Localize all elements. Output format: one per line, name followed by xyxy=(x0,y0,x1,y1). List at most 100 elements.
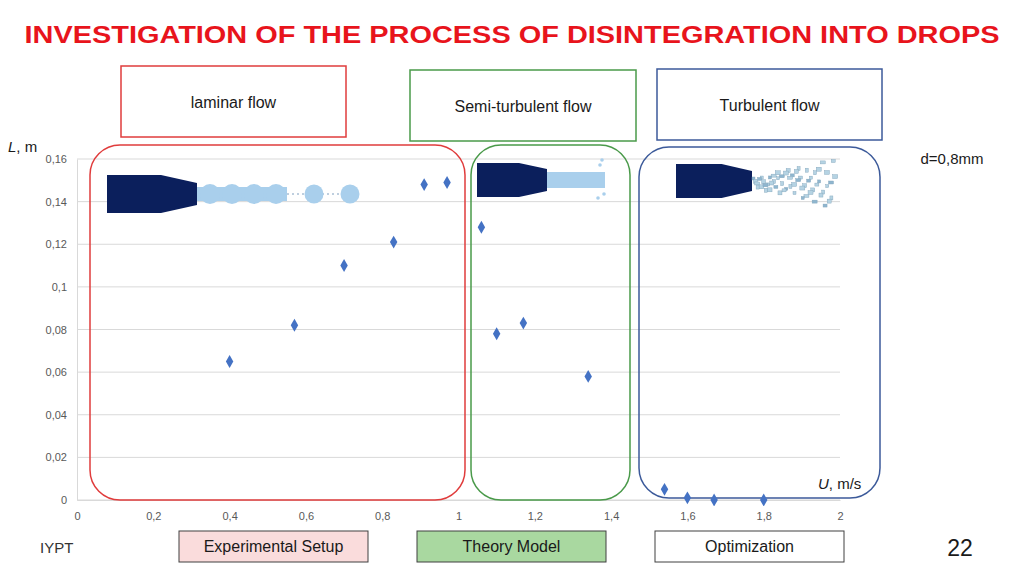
region-label: Semi-turbulent flow xyxy=(455,98,592,115)
spray-drop xyxy=(775,171,780,175)
x-tick: 0,2 xyxy=(146,500,161,522)
spray-drop xyxy=(824,170,829,174)
point xyxy=(661,483,668,496)
spray-drop xyxy=(782,189,786,192)
y-axis-title: L, m xyxy=(8,138,37,155)
spray-drop xyxy=(768,176,771,179)
y-tick: 0,02 xyxy=(46,451,77,463)
spray-drop xyxy=(816,167,821,171)
spray-drop xyxy=(809,176,812,179)
region-frame xyxy=(90,145,465,500)
spray-drop xyxy=(793,192,796,195)
x-tick-label: 0,4 xyxy=(222,510,237,522)
x-tick-label: 0,6 xyxy=(299,510,314,522)
spray-drop xyxy=(829,181,834,184)
point xyxy=(493,327,500,340)
spray-drop xyxy=(762,180,766,184)
droplet xyxy=(266,184,286,204)
y-axis-line xyxy=(77,160,78,501)
nav-button[interactable] xyxy=(417,531,606,562)
spray-drop xyxy=(805,168,808,172)
point xyxy=(340,259,347,272)
spray-drop xyxy=(819,193,823,197)
y-tick-label: 0,16 xyxy=(46,153,67,165)
spray-drop xyxy=(755,182,760,185)
droplet xyxy=(222,184,242,204)
y-tick-label: 0,14 xyxy=(46,196,67,208)
spray-drop xyxy=(794,169,798,173)
nozzle xyxy=(676,164,752,198)
droplet xyxy=(244,184,264,204)
grid-line xyxy=(77,372,840,373)
y-tick-label: 0,04 xyxy=(46,409,67,421)
spray-drop xyxy=(757,177,761,180)
x-tick: 1,2 xyxy=(528,500,543,522)
y-tick: 0,06 xyxy=(46,366,77,378)
spray-drop xyxy=(823,204,827,207)
spray-drop xyxy=(818,180,821,183)
nav-button-label[interactable]: Optimization xyxy=(705,538,794,555)
spray-drop xyxy=(788,176,793,179)
grid xyxy=(77,159,840,500)
point xyxy=(291,319,298,332)
x-tick-label: 0 xyxy=(74,510,80,522)
spray-drop xyxy=(792,182,797,186)
point xyxy=(520,317,527,330)
spray-drop xyxy=(804,194,809,197)
point xyxy=(684,491,691,504)
y-tick: 0,04 xyxy=(46,409,77,421)
spray-drop xyxy=(827,199,831,203)
points xyxy=(226,176,768,506)
spray-drop xyxy=(808,191,813,195)
nozzle xyxy=(107,175,197,213)
nav-button[interactable] xyxy=(179,531,368,562)
spray-drop xyxy=(770,181,774,185)
nav-button[interactable] xyxy=(655,531,844,562)
droplet xyxy=(600,158,604,162)
y-tick: 0,14 xyxy=(46,196,77,208)
y-tick-label: 0,06 xyxy=(46,366,67,378)
nav-button-label[interactable]: Theory Model xyxy=(463,538,561,555)
droplet xyxy=(341,185,360,204)
x-tick: 2 xyxy=(837,500,843,522)
nav-button-label[interactable]: Experimental Setup xyxy=(204,538,344,555)
y-tick-label: 0,08 xyxy=(46,324,67,336)
x-tick-label: 1,6 xyxy=(680,510,695,522)
droplet xyxy=(200,184,220,204)
y-tick-label: 0,12 xyxy=(46,238,67,250)
y-tick: 0,12 xyxy=(46,238,77,250)
footer-text: IYPT xyxy=(40,539,73,556)
region-label-box xyxy=(657,69,882,140)
spray-drop xyxy=(796,179,801,182)
x-tick-label: 1 xyxy=(456,510,462,522)
region-label: laminar flow xyxy=(191,94,277,111)
region-frame xyxy=(639,147,880,498)
x-tick-label: 0,8 xyxy=(375,510,390,522)
point xyxy=(584,370,591,383)
nozzle xyxy=(477,163,547,197)
x-tick: 0,8 xyxy=(375,500,390,522)
droplet xyxy=(596,196,600,200)
region-label-box xyxy=(121,66,346,137)
point xyxy=(478,221,485,234)
x-tick-label: 0,2 xyxy=(146,510,161,522)
x-tick: 0,4 xyxy=(222,500,237,522)
grid-line xyxy=(77,329,840,330)
spray-drop xyxy=(767,188,772,192)
spray-drop xyxy=(783,171,788,175)
y-tick-label: 0 xyxy=(61,494,67,506)
title: INVESTIGATION OF THE PROCESS OF DISINTEG… xyxy=(25,22,1000,48)
spray-drop xyxy=(814,171,817,175)
spray-drop xyxy=(801,196,804,199)
grid-line xyxy=(77,244,840,245)
grid-line xyxy=(77,457,840,458)
grid-line xyxy=(77,286,840,287)
spray-drop xyxy=(815,183,819,186)
x-axis: 00,20,40,60,811,21,41,61,82 xyxy=(74,500,843,522)
y-tick-label: 0,1 xyxy=(52,281,67,293)
y-tick: 0 xyxy=(61,494,77,506)
annotation: d=0,8mm xyxy=(921,150,984,167)
x-tick-label: 1,8 xyxy=(757,510,772,522)
point xyxy=(760,494,767,506)
y-tick: 0,16 xyxy=(46,153,77,165)
